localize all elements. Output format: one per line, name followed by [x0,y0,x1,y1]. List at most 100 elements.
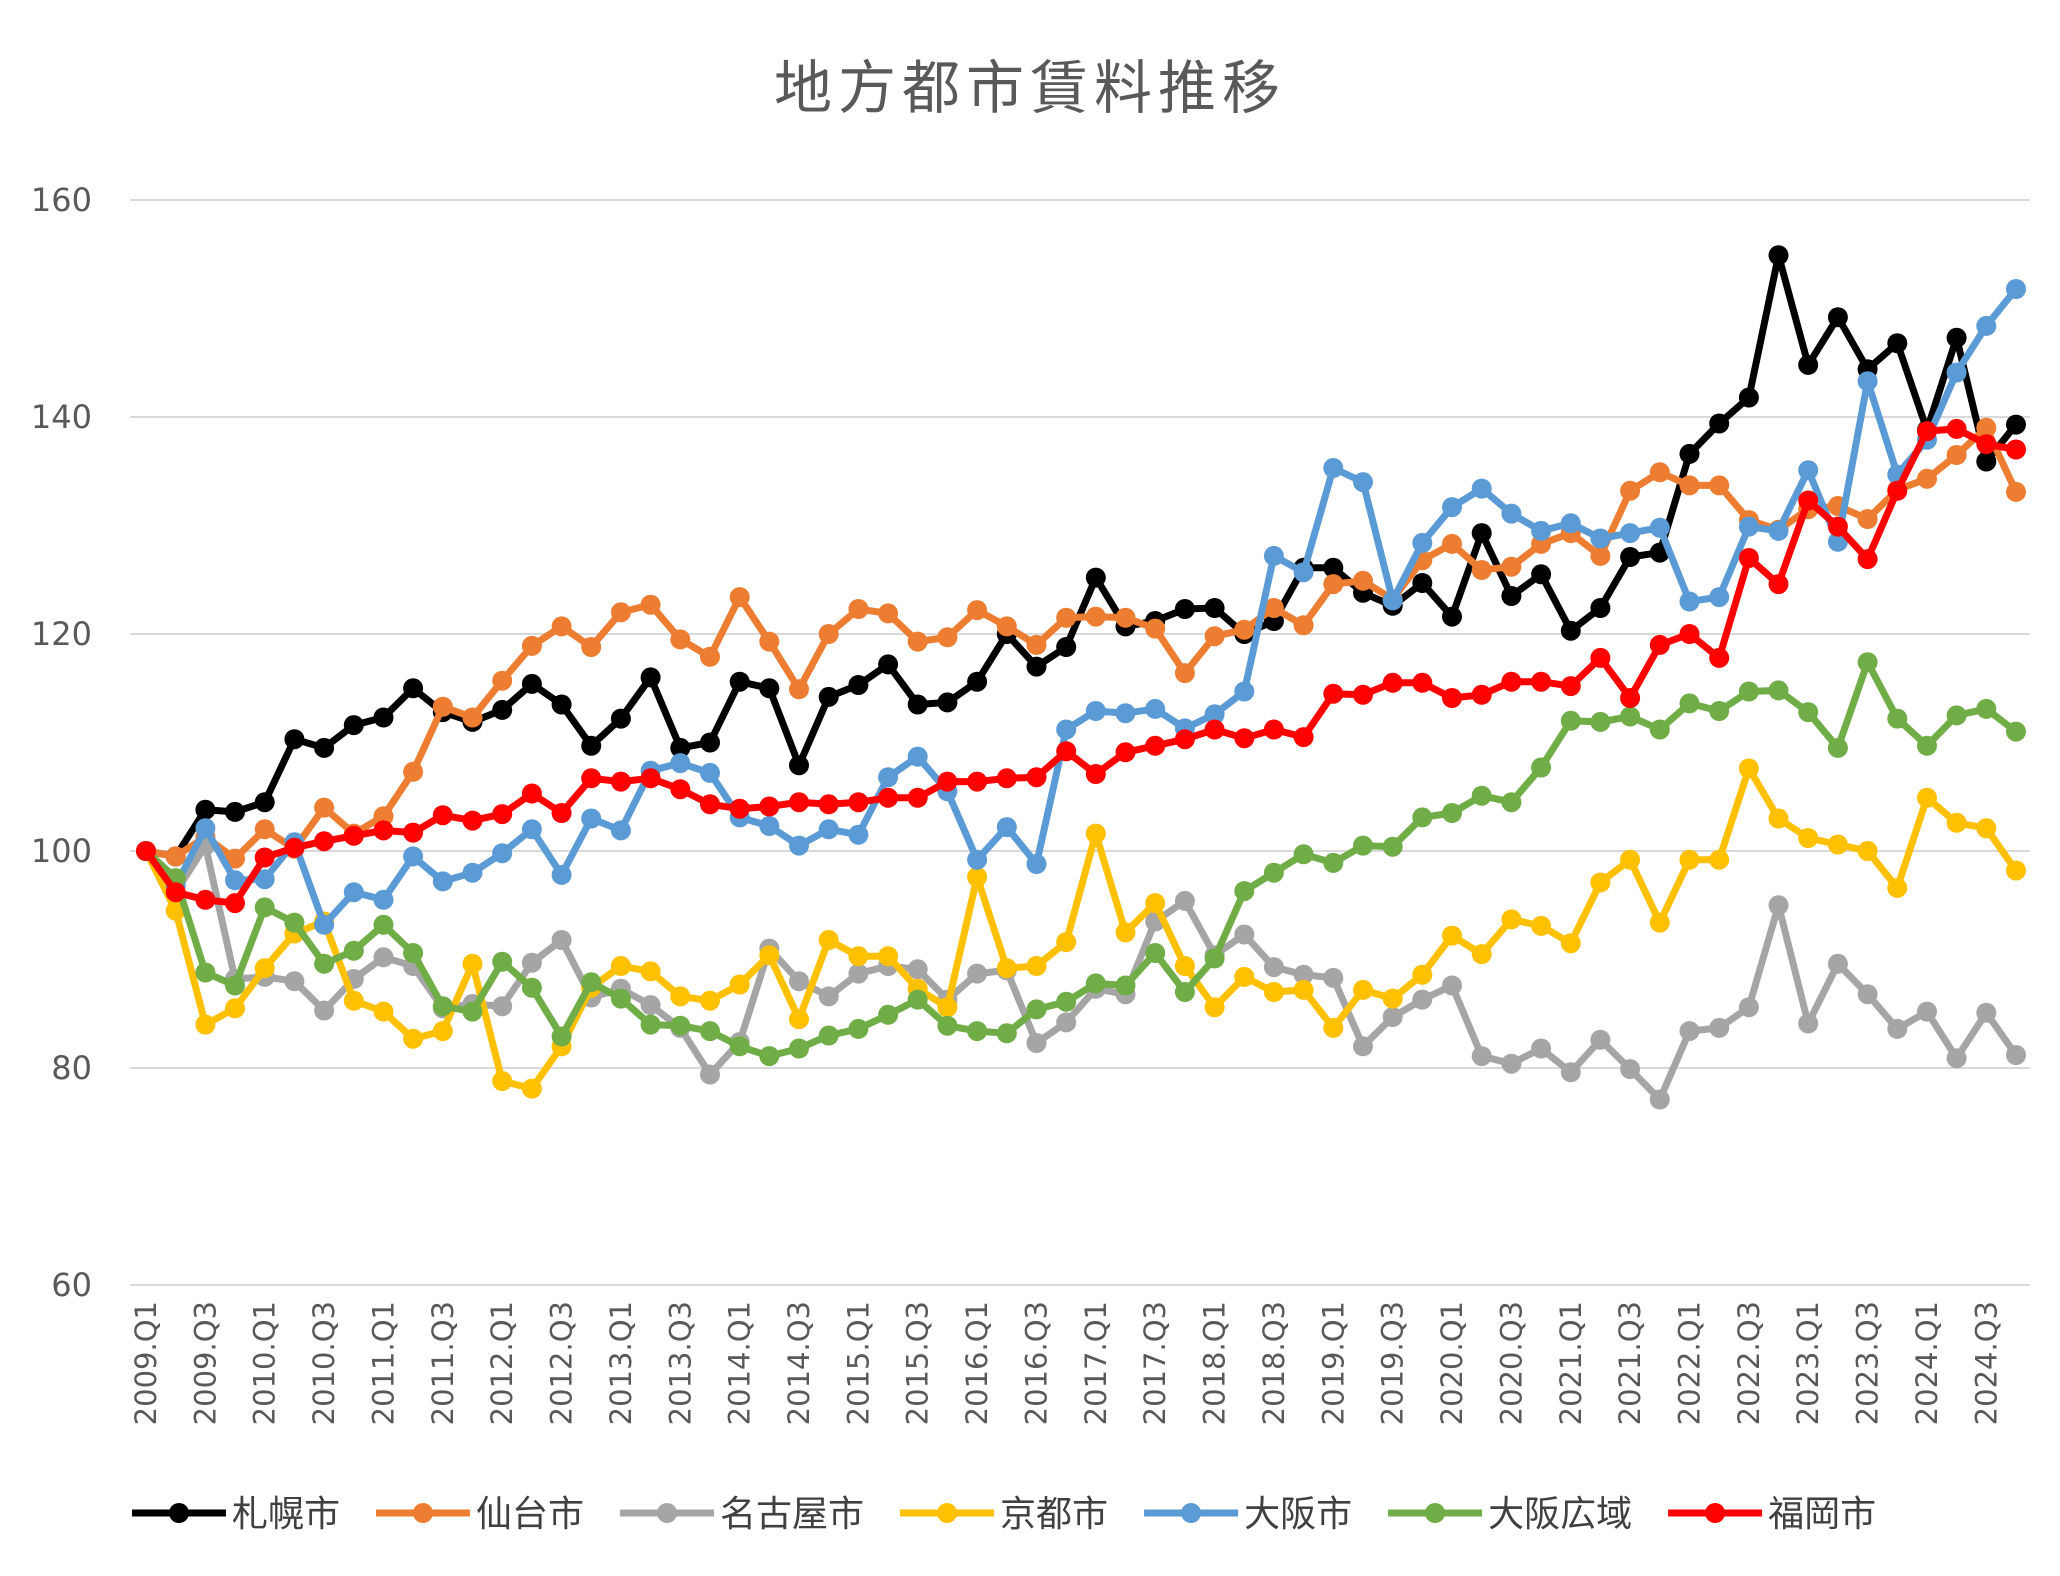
data-point [195,818,216,839]
x-tick-label: 2017.Q3 [1138,1301,1172,1425]
data-point [1085,567,1106,588]
data-point [1620,849,1641,870]
data-point [1768,895,1789,916]
data-point [1620,523,1641,544]
data-point [670,753,691,774]
data-point [1976,434,1997,455]
data-point [1323,1017,1344,1038]
data-point [1679,1021,1700,1042]
data-point [343,990,364,1011]
data-point [818,986,839,1007]
y-tick-label: 160 [31,181,92,219]
data-point [2006,860,2026,881]
data-point [729,974,750,995]
data-point [1946,418,1967,439]
data-point [492,1071,513,1091]
data-point [1471,560,1492,580]
series-line [142,424,2020,863]
data-point [403,943,424,963]
series-6 [136,652,2026,1067]
data-point [729,798,750,819]
data-point [492,699,513,720]
data-point [403,761,424,782]
data-point [1056,741,1077,762]
legend-swatch-marker [657,1503,678,1523]
data-point [521,819,542,840]
data-point [907,989,928,1010]
data-point [1085,973,1106,994]
data-point [1768,808,1789,829]
data-point [789,792,809,813]
data-point [343,940,364,961]
data-point [848,1018,869,1039]
data-point [700,990,720,1011]
data-point [759,945,780,966]
x-tick-label: 2023.Q3 [1851,1301,1885,1425]
data-point [1204,626,1225,647]
data-point [1115,975,1136,996]
data-point [373,914,394,935]
data-point [1145,893,1166,914]
data-point [284,912,305,933]
series-line [142,425,2020,907]
data-point [1620,480,1641,501]
data-point [432,1021,453,1042]
data-point [1412,964,1433,985]
data-point [1946,445,1967,465]
data-point [1323,683,1344,704]
data-point [848,963,869,984]
data-point [1649,634,1670,655]
data-point [1827,737,1848,758]
data-point [521,635,542,656]
data-point [1560,513,1581,534]
x-tick-label: 2022.Q1 [1672,1301,1706,1425]
data-point [343,715,364,736]
data-point [996,768,1017,789]
data-point [1204,598,1225,618]
data-point [254,869,275,890]
data-point [1115,703,1136,724]
data-point [878,787,899,808]
data-point [818,624,839,644]
data-point [403,846,424,867]
data-point [1471,1046,1492,1067]
data-point [1798,828,1819,848]
x-tick-label: 2018.Q1 [1198,1301,1232,1425]
legend-label: 仙台市 [476,1494,584,1535]
legend-swatch-marker [1181,1503,1202,1523]
data-point [1738,387,1759,408]
data-point [432,696,453,717]
data-point [1501,909,1522,930]
data-point [907,746,928,767]
data-point [1857,549,1878,570]
data-point [1531,915,1552,936]
data-point [254,792,275,813]
data-point [1620,706,1641,727]
data-point [1174,890,1195,911]
x-tick-label: 2013.Q3 [663,1301,697,1425]
series-line [142,765,2020,1093]
data-point [1026,956,1047,976]
data-point [1798,1013,1819,1034]
data-point [1382,988,1403,1009]
data-point [521,673,542,694]
data-point [492,843,513,864]
data-point [818,819,839,840]
data-point [314,797,335,818]
data-point [2006,439,2026,460]
legend-label: 京都市 [1000,1494,1108,1535]
data-point [1590,872,1611,893]
data-point [700,732,720,753]
data-point [1234,924,1255,945]
data-point [759,1046,780,1067]
data-point [1709,413,1730,434]
data-point [551,803,572,823]
data-point [581,735,602,756]
data-point [1115,922,1136,943]
data-point [1442,688,1462,708]
data-point [1382,836,1403,857]
x-tick-label: 2009.Q1 [129,1301,163,1425]
data-point [967,849,988,870]
data-point [759,631,780,652]
